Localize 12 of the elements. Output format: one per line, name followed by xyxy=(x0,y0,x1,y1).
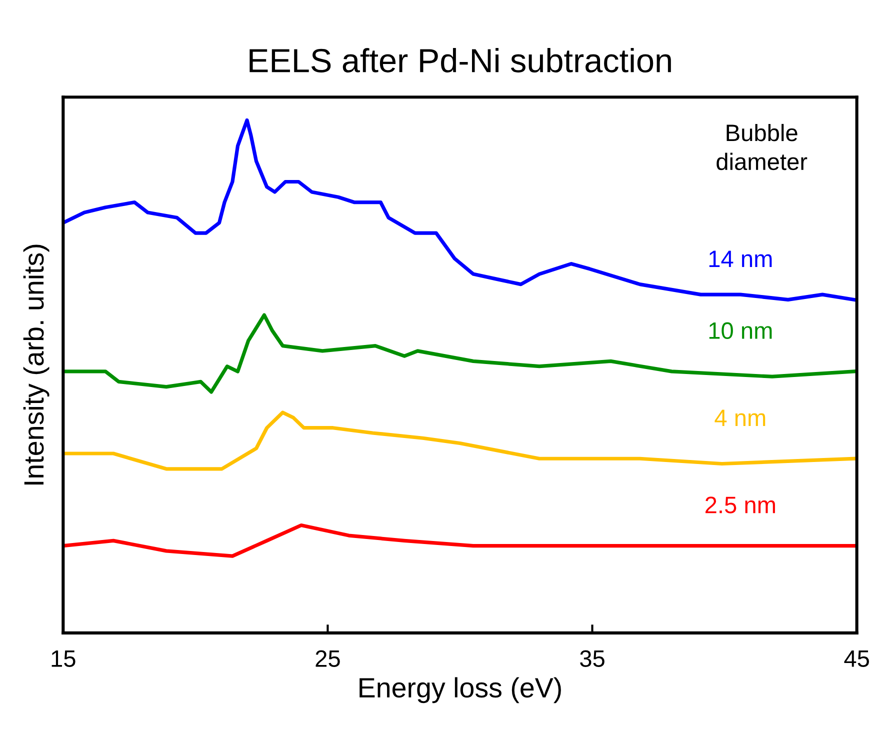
x-tick-label: 35 xyxy=(580,650,604,667)
x-tick-label: 15 xyxy=(52,650,76,667)
chart-title: EELS after Pd-Ni subtraction xyxy=(250,48,671,72)
series-label: 14 nm xyxy=(709,250,772,268)
series-label: 10 nm xyxy=(709,322,772,340)
annotation: Bubble diameter xyxy=(716,124,808,170)
x-axis-title: Energy loss (eV) xyxy=(360,677,561,704)
x-tick-label: 45 xyxy=(844,650,869,667)
y-axis-title: Intensity (arb. units) xyxy=(23,244,50,484)
series-label: 4 nm xyxy=(714,410,766,426)
series-label: 2.5 nm xyxy=(706,496,775,514)
x-tick-label: 25 xyxy=(316,650,340,667)
